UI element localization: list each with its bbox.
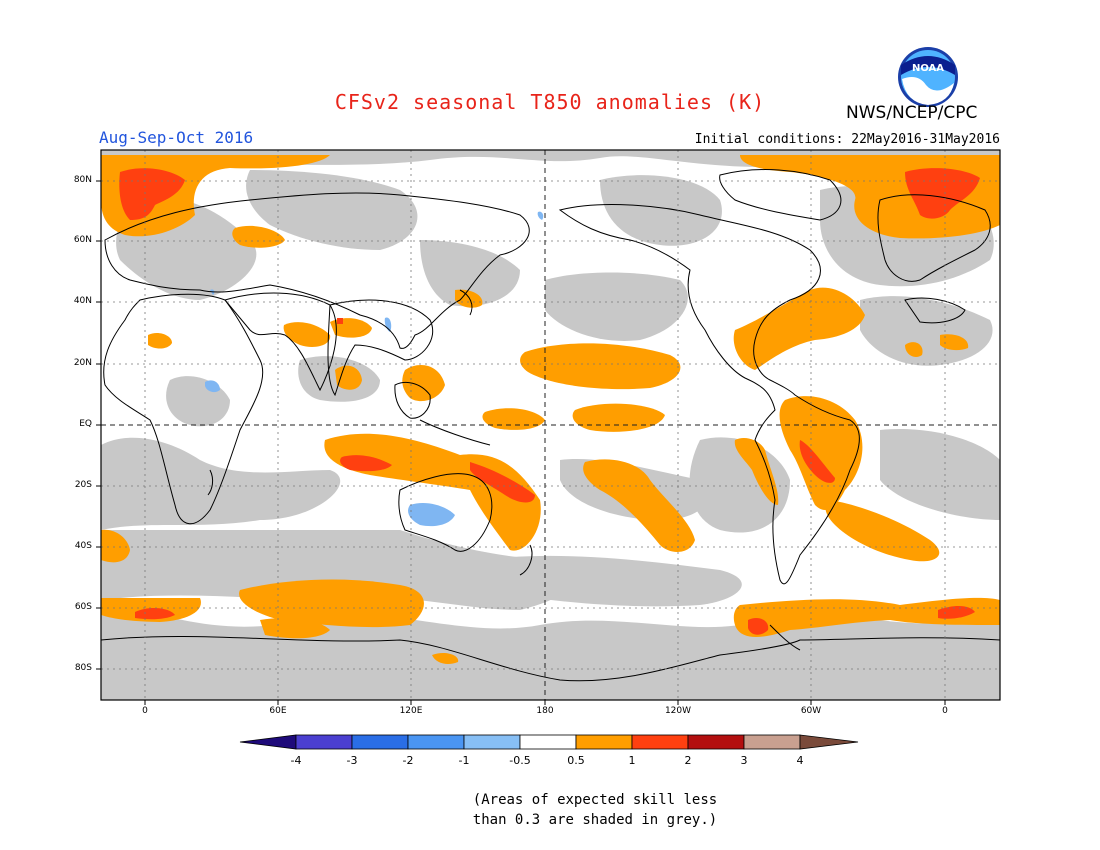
colorbar-arrow-low — [239, 734, 297, 750]
lat-label-40s: 40S — [74, 541, 92, 551]
lat-label-80n: 80N — [73, 175, 92, 185]
colorbar-swatch-8 — [687, 734, 745, 750]
colorbar-label-minus-2: -2 — [402, 754, 414, 767]
lon-label-60e: 60E — [269, 706, 287, 716]
lat-label-eq: EQ — [79, 419, 92, 429]
colorbar-label-minus-0-5: -0.5 — [509, 754, 531, 767]
colorbar-swatch-3 — [407, 734, 465, 750]
low-skill-grey-areas — [101, 150, 1000, 700]
colorbar-label-2: 2 — [684, 754, 692, 767]
cold-anomaly--1--0.5K — [205, 211, 544, 527]
lon-label-120e: 120E — [399, 706, 423, 716]
lon-label-0-east: 0 — [942, 706, 948, 716]
graticule — [101, 150, 1000, 700]
lat-label-60n: 60N — [73, 235, 92, 245]
lat-label-40n: 40N — [73, 296, 92, 306]
lon-label-120w: 120W — [664, 706, 692, 716]
lon-label-0: 0 — [142, 706, 148, 716]
colorbar-label-3: 3 — [740, 754, 748, 767]
colorbar-label-4: 4 — [796, 754, 804, 767]
colorbar-swatch-5 — [519, 734, 577, 750]
colorbar-label-minus-3: -3 — [346, 754, 358, 767]
lat-label-20s: 20S — [74, 480, 92, 490]
note-line-1: (Areas of expected skill less — [472, 792, 718, 808]
equator-dateline — [101, 150, 1000, 700]
colorbar-label-0-5: 0.5 — [567, 754, 585, 767]
lat-label-20n: 20N — [73, 358, 92, 368]
colorbar-swatch-2 — [351, 734, 409, 750]
note-line-2: than 0.3 are shaded in grey.) — [472, 812, 718, 828]
noaa-logo-icon: NOAA — [898, 47, 958, 107]
colorbar-label-minus-4: -4 — [290, 754, 302, 767]
initial-conditions: Initial conditions: 22May2016-31May2016 — [694, 132, 1000, 147]
colorbar-label-1: 1 — [628, 754, 636, 767]
logo-text: NOAA — [912, 63, 944, 74]
colorbar-swatch-6 — [575, 734, 633, 750]
colorbar-swatch-1 — [295, 734, 353, 750]
lat-label-60s: 60S — [74, 602, 92, 612]
coastlines — [101, 169, 1000, 682]
lat-label-80s: 80S — [74, 663, 92, 673]
colorbar-label-minus-1: -1 — [458, 754, 470, 767]
lon-label-180: 180 — [536, 706, 554, 716]
colorbar-arrow-high — [799, 734, 859, 750]
colorbar-swatch-7 — [631, 734, 689, 750]
colorbar-swatch-9 — [743, 734, 801, 750]
agency-label: NWS/NCEP/CPC — [846, 103, 978, 123]
colorbar-swatch-4 — [463, 734, 521, 750]
lon-label-60w: 60W — [800, 706, 822, 716]
season-label: Aug-Sep-Oct 2016 — [99, 128, 254, 147]
map-title: CFSv2 seasonal T850 anomalies (K) — [334, 90, 766, 114]
